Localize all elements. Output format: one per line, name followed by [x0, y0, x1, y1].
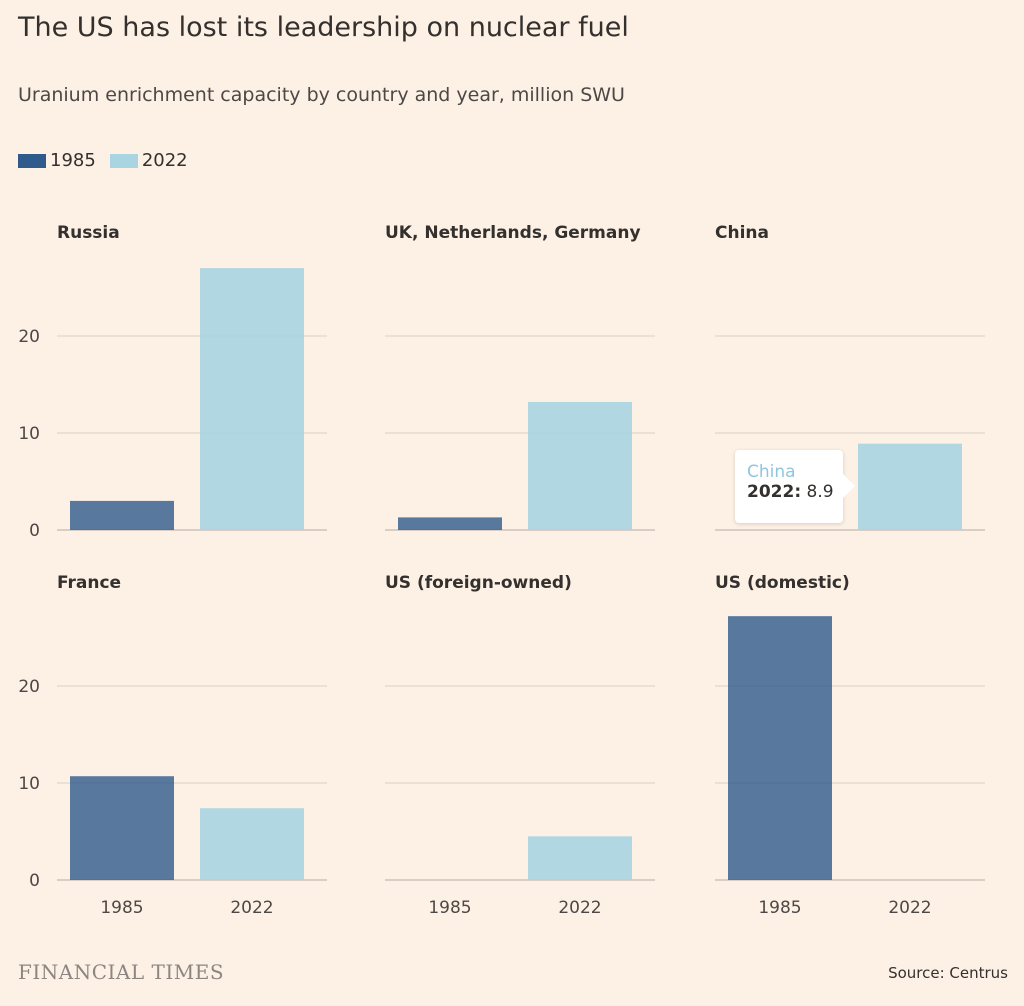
tooltip-series: China	[747, 462, 796, 482]
bar-2022	[528, 401, 632, 530]
source-note: Source: Centrus	[888, 964, 1008, 982]
legend-label: 1985	[50, 150, 96, 171]
legend-label: 2022	[141, 150, 188, 171]
bar-1985	[70, 776, 174, 880]
panel-title: US (domestic)	[715, 573, 850, 593]
legend-item-2022[interactable]: 2022	[109, 150, 188, 171]
y-tick-label: 0	[29, 521, 40, 541]
ft-logo: FINANCIAL TIMES	[18, 960, 225, 984]
x-tick-label: 1985	[428, 898, 471, 918]
panel-title: France	[57, 573, 121, 593]
panel-title: China	[715, 223, 769, 243]
legend-swatch	[18, 153, 46, 168]
y-tick-label: 10	[18, 424, 40, 444]
legend: 1985 2022	[18, 150, 202, 171]
bar-2022	[528, 836, 632, 880]
y-tick-label: 10	[18, 774, 40, 794]
bar-1985	[728, 616, 832, 880]
bar-1985	[70, 500, 174, 530]
y-tick-label: 20	[18, 677, 40, 697]
legend-item-1985[interactable]: 1985	[18, 150, 96, 171]
x-tick-label: 1985	[100, 898, 143, 918]
bar-2022	[858, 443, 962, 530]
bar-2022	[200, 268, 304, 530]
x-tick-label: 2022	[230, 898, 273, 918]
tooltip-year: 2022:	[747, 482, 802, 502]
x-tick-label: 2022	[558, 898, 601, 918]
chart-subtitle: Uranium enrichment capacity by country a…	[18, 84, 625, 106]
tooltip-value-line: 2022: 8.9	[747, 482, 843, 502]
y-tick-label: 0	[29, 871, 40, 891]
x-tick-label: 1985	[758, 898, 801, 918]
panel-title: Russia	[57, 223, 120, 243]
x-tick-label: 2022	[888, 898, 931, 918]
bar-2022	[200, 808, 304, 880]
bar-1985	[398, 517, 502, 530]
panel-title: UK, Netherlands, Germany	[385, 223, 641, 243]
panel-title: US (foreign-owned)	[385, 573, 572, 593]
y-tick-label: 20	[18, 327, 40, 347]
chart-title: The US has lost its leadership on nuclea…	[18, 12, 629, 43]
tooltip: China 2022: 8.9	[735, 450, 855, 523]
legend-swatch	[109, 153, 138, 168]
tooltip-value: 8.9	[806, 482, 834, 502]
